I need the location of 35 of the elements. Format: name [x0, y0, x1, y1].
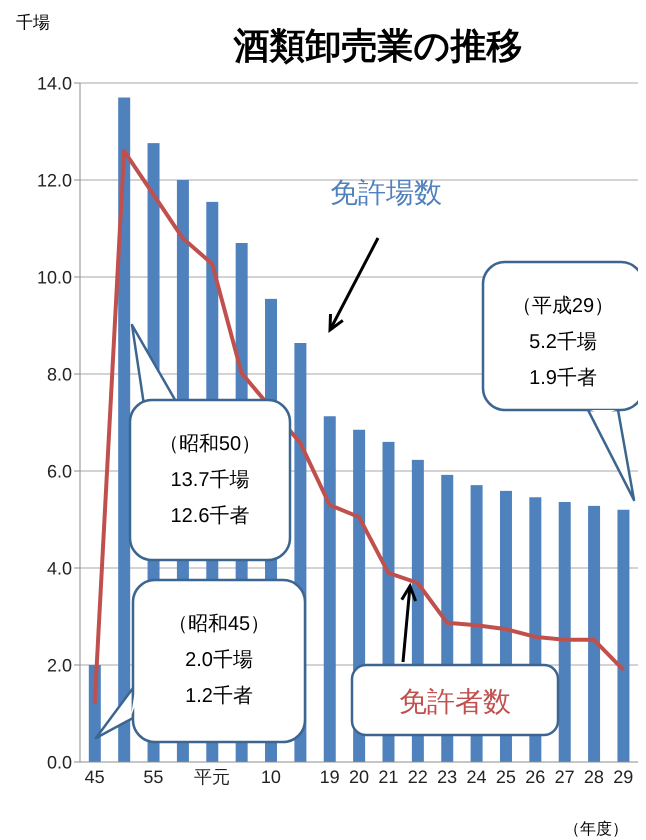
x-tick-label: 27 [554, 766, 575, 787]
y-tick-label: 2.0 [46, 655, 72, 676]
x-tick-label: 平元 [194, 766, 230, 787]
x-tick-label: 45 [84, 766, 105, 787]
x-tick-label: 26 [525, 766, 546, 787]
y-tick-label: 14.0 [36, 73, 72, 94]
y-axis-title: 千場 [16, 13, 50, 32]
x-tick-label: 10 [260, 766, 281, 787]
bar [617, 510, 630, 762]
bar [558, 502, 571, 762]
x-tick-label: 22 [408, 766, 428, 787]
x-tick-label: 55 [143, 766, 164, 787]
chart-title: 酒類卸売業の推移 [232, 25, 522, 66]
annotation: （昭和50） 13.7千場 12.6千者 [158, 433, 262, 527]
text: 免許場数 [330, 177, 442, 208]
y-tick-label: 8.0 [46, 364, 72, 384]
x-tick-label: 25 [496, 766, 516, 787]
y-tick-label: 6.0 [46, 461, 72, 482]
annotation: （平成29） 5.2千場 1.9千者 [512, 295, 614, 389]
x-tick-label: 28 [584, 766, 604, 787]
y-tick-label: 0.0 [46, 752, 72, 772]
bar [324, 416, 336, 762]
x-tick-label: 24 [466, 766, 486, 787]
y-tick-label: 12.0 [36, 170, 72, 190]
x-tick-label: 21 [378, 766, 398, 787]
series-label: 免許者数 [399, 686, 511, 717]
x-axis-title: （年度） [564, 820, 628, 838]
x-tick-label: 29 [613, 766, 634, 787]
annotation: （昭和45） 2.0千場 1.2千者 [168, 613, 270, 707]
x-tick-label: 19 [320, 766, 340, 787]
x-tick-label: 23 [437, 766, 458, 787]
x-tick-label: 20 [348, 766, 370, 787]
y-tick-label: 4.0 [46, 558, 72, 578]
bar [588, 506, 600, 762]
y-tick-label: 10.0 [36, 267, 72, 288]
